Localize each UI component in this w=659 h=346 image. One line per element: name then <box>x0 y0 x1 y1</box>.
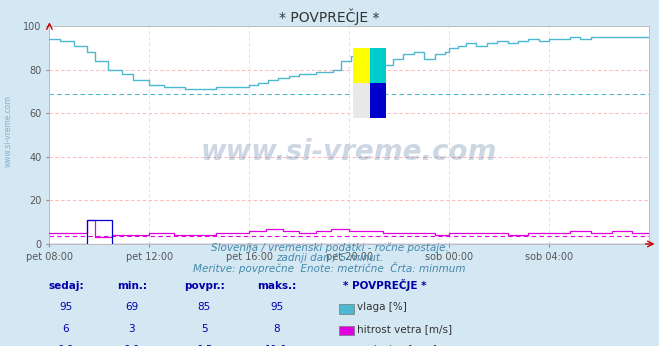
Text: maks.:: maks.: <box>257 281 297 291</box>
Text: Meritve: povprečne  Enote: metrične  Črta: minmum: Meritve: povprečne Enote: metrične Črta:… <box>193 262 466 274</box>
Text: 85: 85 <box>198 302 211 312</box>
Text: padavine [mm]: padavine [mm] <box>357 345 437 346</box>
Text: 95: 95 <box>59 302 72 312</box>
Text: 11,1: 11,1 <box>265 345 289 346</box>
Text: zadnji dan / 5 minut.: zadnji dan / 5 minut. <box>276 253 383 263</box>
Text: www.si-vreme.com: www.si-vreme.com <box>3 95 13 167</box>
Text: www.si-vreme.com: www.si-vreme.com <box>201 138 498 166</box>
Text: 3: 3 <box>129 324 135 334</box>
FancyBboxPatch shape <box>370 83 386 118</box>
Text: vlaga [%]: vlaga [%] <box>357 302 407 312</box>
Text: Slovenija / vremenski podatki - ročne postaje.: Slovenija / vremenski podatki - ročne po… <box>211 242 448 253</box>
Text: sedaj:: sedaj: <box>48 281 84 291</box>
Text: min.:: min.: <box>117 281 147 291</box>
FancyBboxPatch shape <box>353 83 370 118</box>
Text: povpr.:: povpr.: <box>184 281 225 291</box>
Text: * POVPREČJE *: * POVPREČJE * <box>279 9 380 25</box>
Text: * POVPREČJE *: * POVPREČJE * <box>343 279 426 291</box>
FancyBboxPatch shape <box>353 48 370 83</box>
Text: 0,0: 0,0 <box>124 345 140 346</box>
Text: 0,5: 0,5 <box>196 345 213 346</box>
Text: 69: 69 <box>125 302 138 312</box>
Text: 0,0: 0,0 <box>58 345 74 346</box>
Text: 5: 5 <box>201 324 208 334</box>
Text: 8: 8 <box>273 324 280 334</box>
Text: 95: 95 <box>270 302 283 312</box>
FancyBboxPatch shape <box>370 48 386 83</box>
Text: 6: 6 <box>63 324 69 334</box>
Text: hitrost vetra [m/s]: hitrost vetra [m/s] <box>357 324 452 334</box>
